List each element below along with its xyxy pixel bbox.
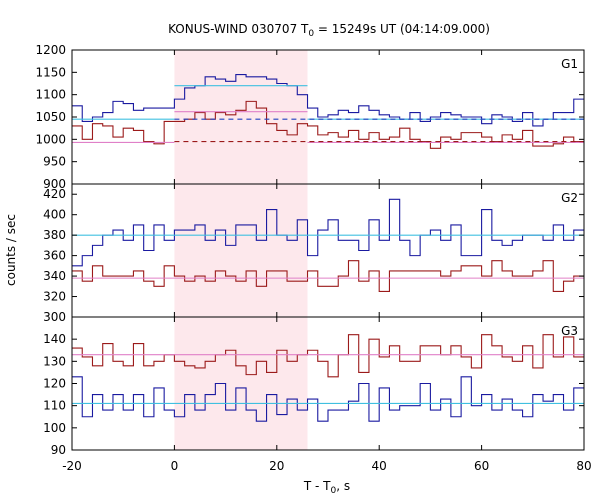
highlight-interval-0 — [174, 50, 308, 184]
y-tick-label-0-0: 900 — [43, 177, 66, 191]
series-g1-0 — [72, 74, 584, 127]
y-tick-label-0-1: 950 — [43, 155, 66, 169]
y-tick-label-1-6: 420 — [43, 187, 66, 201]
chart-title: KONUS-WIND 030707 T0 = 15249s UT (04:14:… — [168, 22, 490, 39]
x-tick-label-0: -20 — [62, 459, 82, 473]
panels-group: 900 950 1000 1050 1100 1150 1200 G1 300 320 340 360… — [35, 43, 585, 457]
y-tick-label-1-4: 380 — [43, 228, 66, 242]
y-tick-label-2-0: 90 — [51, 443, 66, 457]
series-g3-0 — [72, 376, 584, 422]
panel-g2: 300 320 340 360 380 400 420 G2 — [43, 183, 585, 324]
y-tick-label-0-3: 1050 — [35, 110, 66, 124]
panel-g1: 900 950 1000 1050 1100 1150 1200 G1 — [35, 43, 585, 191]
y-tick-label-2-2: 110 — [43, 399, 66, 413]
x-axis: -20 0 20 40 60 80 — [62, 459, 591, 473]
panel-g3: 90 100 110 120 130 140 G3 — [43, 316, 585, 457]
y-axis-title: counts / sec — [4, 214, 18, 286]
series-g2-1 — [72, 260, 584, 292]
x-tick-label-1: 0 — [171, 459, 179, 473]
y-tick-label-2-5: 140 — [43, 332, 66, 346]
y-tick-label-0-4: 1100 — [35, 88, 66, 102]
panel-label-g2: G2 — [561, 191, 578, 205]
highlight-interval-1 — [174, 184, 308, 317]
y-tick-label-2-3: 120 — [43, 377, 66, 391]
y-tick-label-1-2: 340 — [43, 269, 66, 283]
panel-frame-2 — [71, 316, 585, 451]
highlight-interval-2 — [174, 317, 308, 450]
series-g2-0 — [72, 198, 584, 267]
y-tick-label-1-0: 300 — [43, 310, 66, 324]
x-tick-label-2: 20 — [269, 459, 284, 473]
x-tick-label-3: 40 — [372, 459, 387, 473]
y-tick-label-1-3: 360 — [43, 249, 66, 263]
series-g3-1 — [72, 334, 584, 378]
y-tick-label-0-5: 1150 — [35, 65, 66, 79]
y-tick-label-1-5: 400 — [43, 208, 66, 222]
x-tick-label-5: 80 — [576, 459, 591, 473]
y-tick-label-0-6: 1200 — [35, 43, 66, 57]
x-axis-title: T - T0, s — [303, 479, 350, 496]
panel-label-g1: G1 — [561, 57, 578, 71]
y-tick-label-2-1: 100 — [43, 421, 66, 435]
y-tick-label-0-2: 1000 — [35, 132, 66, 146]
y-tick-label-2-4: 130 — [43, 354, 66, 368]
y-tick-label-1-1: 320 — [43, 290, 66, 304]
x-tick-label-4: 60 — [474, 459, 489, 473]
panel-label-g3: G3 — [561, 324, 578, 338]
